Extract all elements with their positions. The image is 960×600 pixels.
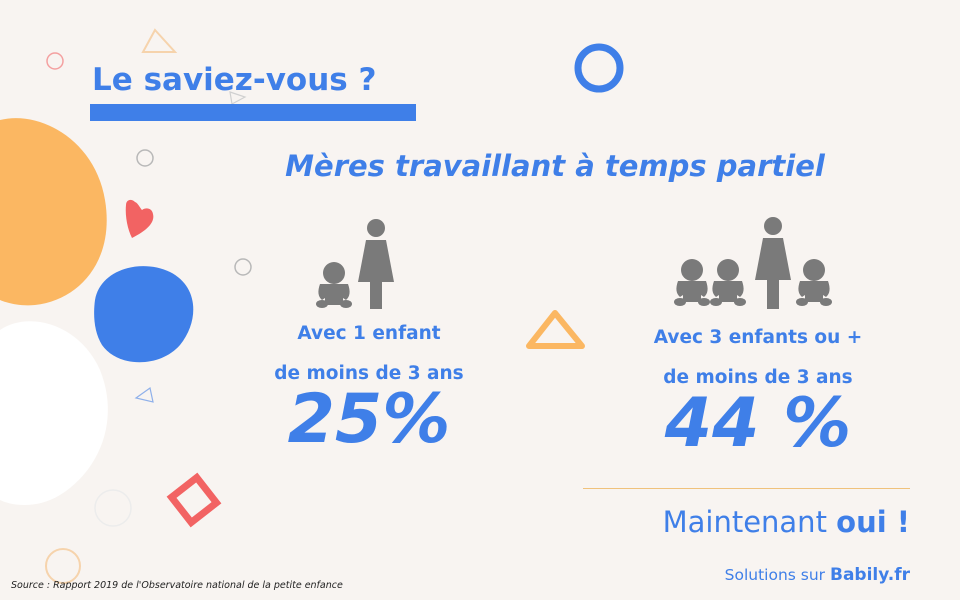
small-pink-circle-shape [46, 52, 64, 70]
small-blue-triangle-shape [134, 386, 154, 403]
orange-triangle-outline-shape [141, 28, 178, 53]
white-blob-shape [0, 321, 108, 505]
baby-icon [796, 259, 832, 306]
baby-icon [316, 262, 352, 308]
stat-label-line1: Avec 3 enfants ou + [653, 327, 863, 348]
baby-icon [674, 259, 710, 306]
mother-icon [358, 219, 394, 309]
stat-value: 25% [287, 380, 451, 459]
tagline: Maintenant oui ! [560, 500, 910, 544]
stat-label-line1: Avec 1 enfant [297, 323, 441, 344]
stat-value: 44 % [664, 384, 852, 463]
source-note: Source : Rapport 2019 de l'Observatoire … [11, 580, 343, 591]
brand-name: Babily.fr [829, 565, 910, 585]
blue-ring-shape [574, 43, 624, 93]
page-title: Le saviez-vous ? [92, 62, 377, 98]
small-circle-shape [136, 149, 154, 167]
baby-icon [710, 259, 746, 306]
stat-label-line2: de moins de 3 ans [663, 367, 853, 388]
small-circle-shape [234, 258, 252, 276]
title-underline [90, 104, 416, 121]
mother-icon [755, 217, 791, 309]
orange-triangle-shape [526, 310, 585, 349]
tagline-normal: Maintenant [662, 505, 837, 539]
stat-block-one-child: Avec 1 enfant de moins de 3 ans 25% [219, 322, 519, 456]
blue-blob-shape [94, 266, 194, 363]
solutions-prefix: Solutions sur [724, 566, 830, 584]
page-subtitle: Mères travaillant à temps partiel [285, 149, 825, 183]
divider-line [583, 488, 910, 489]
orange-blob-shape [0, 118, 107, 306]
small-triangle-shape [229, 91, 247, 105]
coral-heart-shape [125, 199, 154, 238]
solutions-link[interactable]: Solutions sur Babily.fr [600, 564, 910, 586]
stat-block-three-children: Avec 3 enfants ou + de moins de 3 ans 44… [608, 326, 908, 460]
faint-circle-shape [94, 489, 132, 527]
stat-label-line2: de moins de 3 ans [274, 363, 464, 384]
coral-square-shape [166, 472, 222, 528]
tagline-bold: oui ! [836, 505, 910, 539]
faint-orange-circle-shape [45, 548, 81, 584]
